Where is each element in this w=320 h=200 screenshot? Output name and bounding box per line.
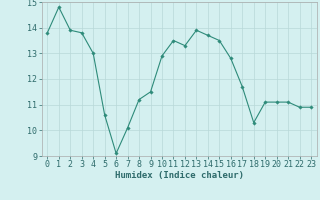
X-axis label: Humidex (Indice chaleur): Humidex (Indice chaleur) [115, 171, 244, 180]
